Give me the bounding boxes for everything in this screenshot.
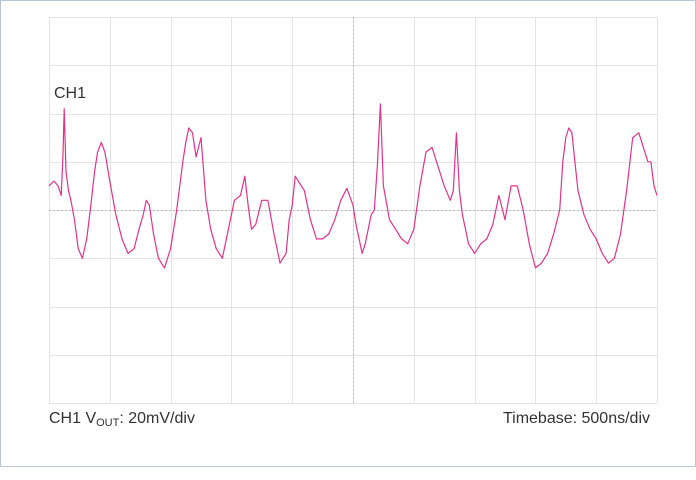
- scope-display: [48, 17, 658, 404]
- vertical-scale-prefix: CH1 V: [49, 410, 97, 427]
- oscilloscope-plot: [48, 17, 658, 404]
- channel-label: CH1: [54, 85, 87, 102]
- graticule: [49, 17, 658, 404]
- ch1-trace: [48, 103, 658, 269]
- vertical-scale-subscript: OUT: [96, 417, 120, 429]
- vertical-scale-suffix: : 20mV/div: [119, 410, 195, 427]
- figure-frame: CH1 CH1 VOUT: 20mV/div Timebase: 500ns/d…: [0, 0, 696, 467]
- vertical-scale-label: CH1 VOUT: 20mV/div: [49, 410, 195, 432]
- timebase-label: Timebase: 500ns/div: [502, 410, 650, 427]
- trace-layer: [48, 103, 658, 269]
